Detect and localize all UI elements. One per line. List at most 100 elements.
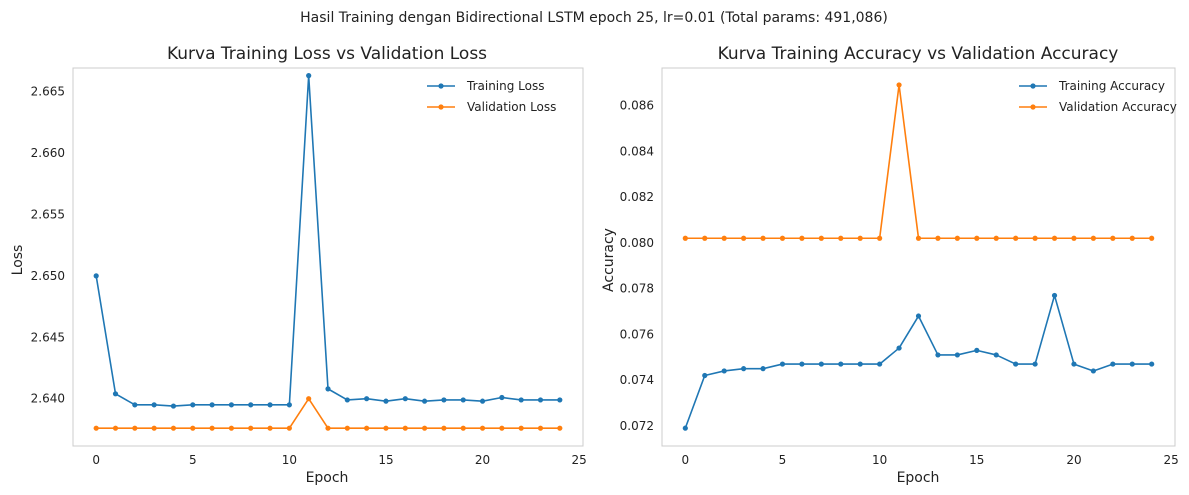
loss-chart-series-validation-loss-point [306,396,312,402]
loss-chart-series-validation-loss-point [170,425,177,431]
loss-chart-series-training-loss-point [479,398,486,404]
accuracy-chart-series-validation-accuracy-point [877,235,883,241]
loss-chart-series-validation-loss-point [479,425,486,431]
loss-chart-series-validation-loss-point [344,425,350,431]
accuracy-chart-ytick-label: 0.080 [620,236,654,250]
loss-chart-ytick-label: 2.640 [31,392,65,406]
accuracy-chart-series-validation-accuracy-point [838,235,844,241]
accuracy-chart-series-training-accuracy-point [1032,361,1038,367]
accuracy-chart-series-training-accuracy-point [1071,361,1077,367]
accuracy-chart-series-validation-accuracy-point [1129,235,1135,241]
accuracy-chart-series-training-accuracy-point [721,368,727,374]
loss-chart-series-training-loss-point [132,402,138,408]
loss-chart-series-validation-loss-point [325,425,331,431]
loss-chart-series-training-loss-point [267,402,273,408]
loss-chart-series-validation-loss-point [364,425,370,431]
accuracy-chart-series-validation-accuracy-point [857,235,863,241]
accuracy-chart-legend-validation-accuracy-marker [1030,104,1036,110]
accuracy-chart-series-training-accuracy-point [1090,368,1096,374]
loss-chart-series-validation-loss-point [460,425,466,431]
accuracy-chart-legend-validation-accuracy-label: Validation Accuracy [1059,100,1177,114]
accuracy-chart-series-validation-accuracy-point [935,235,941,241]
loss-chart-title: Kurva Training Loss vs Validation Loss [167,44,487,64]
loss-chart-xtick-label: 20 [475,453,490,467]
accuracy-chart-series-training-accuracy-point [838,361,844,367]
loss-chart-series-training-loss-point [190,402,196,408]
accuracy-chart: Kurva Training Accuracy vs Validation Ac… [601,44,1179,486]
loss-chart-series-training-loss-point [170,403,177,409]
loss-chart-xtick-label: 5 [189,453,197,467]
accuracy-chart-series-training-accuracy-point [760,366,766,372]
loss-chart-series-validation-loss-point [248,425,254,431]
accuracy-chart-series-training-accuracy-point [1051,292,1058,299]
loss-chart-series-validation-loss-point [441,425,447,431]
loss-chart-series-validation-loss-point [402,425,408,431]
accuracy-chart-series-validation-accuracy-point [799,235,805,241]
loss-chart-series-training-loss-point [248,402,254,408]
loss-chart-ylabel: Loss [10,245,26,276]
loss-chart-series-training-loss-point [93,273,99,279]
loss-chart-series-validation-loss-point [209,425,215,431]
accuracy-chart-series-validation-accuracy-point [1149,235,1155,241]
accuracy-chart-axes-frame [661,67,1176,447]
accuracy-chart-series-training-accuracy-point [1013,361,1019,367]
accuracy-chart-ylabel: Accuracy [601,228,617,292]
loss-chart-series-training-loss-point [421,398,428,404]
loss-chart-series-validation-loss-point [228,425,235,431]
loss-chart-ytick-label: 2.655 [31,207,65,221]
accuracy-chart-title: Kurva Training Accuracy vs Validation Ac… [718,44,1119,64]
accuracy-chart-series-validation-accuracy-point [974,235,980,241]
loss-chart-ytick-label: 2.650 [31,269,65,283]
accuracy-chart-series-validation-accuracy-point [760,235,766,241]
accuracy-chart-series-validation-accuracy-point [1110,235,1116,241]
loss-chart-series-training-loss-point [557,397,563,403]
loss-chart-series-training-loss-point [402,396,408,402]
accuracy-chart-ytick-label: 0.072 [620,419,654,433]
accuracy-chart-series-training-accuracy-point [954,352,960,358]
loss-chart-series-validation-loss-point [267,425,273,431]
accuracy-chart-ytick-label: 0.086 [620,99,654,113]
loss-chart-series-validation-loss-line [96,397,560,429]
loss-chart-series-training-loss-point [151,402,157,408]
accuracy-chart-xtick-label: 0 [681,453,689,467]
loss-chart-series-training-loss-point [306,73,312,79]
loss-chart-series-training-loss-point [441,397,447,403]
loss-chart-series-validation-loss-point [190,425,196,431]
accuracy-chart-series-validation-accuracy-point [741,235,747,241]
accuracy-chart-series-validation-accuracy-point [721,235,727,241]
accuracy-chart-series-training-accuracy-point [1129,361,1135,367]
accuracy-chart-series-validation-accuracy-point [954,235,960,241]
accuracy-chart-series-validation-accuracy-point [993,235,999,241]
loss-chart-xtick-label: 15 [378,453,393,467]
accuracy-chart-series-validation-accuracy-point [682,235,688,241]
accuracy-chart-xlabel: Epoch [897,470,940,486]
loss-chart-ytick-label: 2.665 [31,85,65,99]
accuracy-chart-series-training-accuracy-point [1110,361,1116,367]
loss-chart-series-validation-loss-point [151,425,157,431]
loss-chart-legend-training-loss-label: Training Loss [466,79,544,93]
accuracy-chart-ytick-label: 0.076 [620,327,654,341]
loss-chart: Kurva Training Loss vs Validation Loss E… [10,44,587,486]
accuracy-chart-xtick-label: 5 [779,453,787,467]
accuracy-chart-ytick-label: 0.082 [620,190,654,204]
accuracy-chart-series-validation-accuracy-point [779,235,786,241]
accuracy-chart-series-training-accuracy-point [974,347,980,353]
accuracy-chart-series-training-accuracy-point [857,361,863,367]
loss-chart-series-validation-loss-point [557,425,563,431]
accuracy-chart-xtick-label: 20 [1066,453,1081,467]
loss-chart-series-training-loss-point [209,402,215,408]
accuracy-chart-series-validation-accuracy-point [1013,235,1019,241]
accuracy-chart-ytick-label: 0.078 [620,282,654,296]
loss-chart-series-validation-loss-point [286,425,292,431]
accuracy-chart-series-training-accuracy-point [682,425,688,431]
loss-chart-series-validation-loss-point [383,425,389,431]
accuracy-chart-series-training-accuracy-point [877,361,883,367]
loss-chart-series-training-loss-point [325,386,331,392]
accuracy-chart-series-validation-accuracy-point [1032,235,1038,241]
loss-chart-series-validation-loss-point [132,425,138,431]
loss-chart-series-training-loss-point [112,391,119,397]
loss-chart-series-training-loss-point [344,397,350,403]
figure-suptitle: Hasil Training dengan Bidirectional LSTM… [300,10,888,26]
accuracy-chart-series-training-accuracy-point [818,361,824,367]
